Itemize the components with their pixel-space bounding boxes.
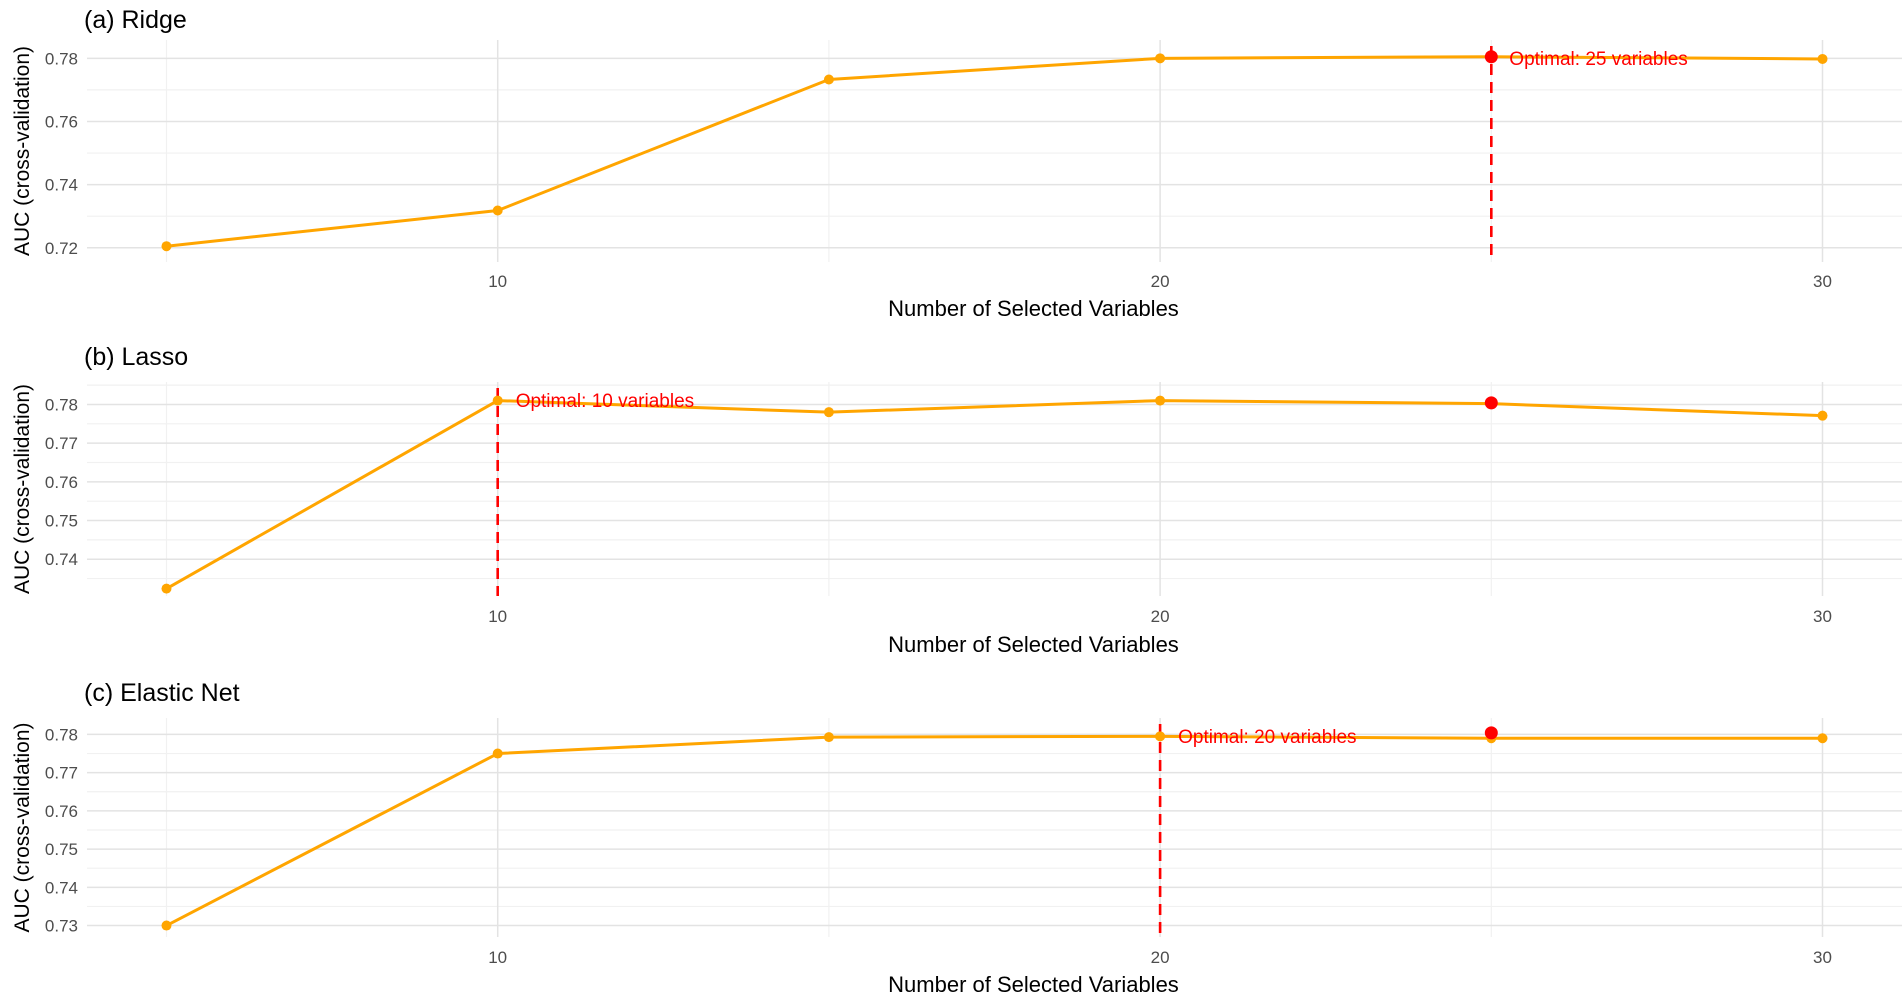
x-tick-label: 30 <box>1813 948 1832 967</box>
optimal-label: Optimal: 20 variables <box>1178 727 1356 748</box>
y-tick-labels: 0.73 0.74 0.75 0.76 0.77 0.78 <box>45 725 78 935</box>
highlight-point <box>1484 726 1498 740</box>
y-tick-label: 0.75 <box>45 512 78 531</box>
panel-title: (c) Elastic Net <box>84 679 240 707</box>
data-point <box>161 920 172 931</box>
x-tick-label: 30 <box>1813 272 1832 291</box>
y-tick-label: 0.78 <box>45 725 78 744</box>
optimal-label: Optimal: 10 variables <box>516 391 694 412</box>
x-tick-label: 30 <box>1813 607 1832 626</box>
highlight-point <box>1484 396 1498 410</box>
data-point <box>492 748 503 759</box>
x-axis-label: Number of Selected Variables <box>888 632 1179 657</box>
data-point <box>1817 733 1828 744</box>
data-points <box>161 726 1828 931</box>
x-tick-label: 20 <box>1151 272 1170 291</box>
highlight-point <box>1484 50 1498 64</box>
data-point <box>492 205 503 216</box>
y-tick-label: 0.77 <box>45 764 78 783</box>
data-point <box>823 732 834 743</box>
y-tick-label: 0.74 <box>45 878 78 897</box>
x-tick-labels: 10 20 30 <box>488 607 1832 626</box>
panel-lasso: 0.74 0.75 0.76 0.77 0.78 10 20 30 Optimal: 10 … <box>11 343 1902 657</box>
data-point <box>1155 53 1166 64</box>
auc-line <box>166 55 1823 248</box>
y-tick-label: 0.72 <box>45 239 78 258</box>
x-tick-labels: 10 20 30 <box>488 948 1832 967</box>
panel-title: (b) Lasso <box>84 343 188 371</box>
data-point <box>492 395 503 406</box>
y-tick-label: 0.77 <box>45 434 78 453</box>
y-tick-label: 0.76 <box>45 802 78 821</box>
panel-elastic-net: 0.73 0.74 0.75 0.76 0.77 0.78 10 20 30 Optimal:… <box>11 679 1902 997</box>
grid <box>87 382 1902 596</box>
y-tick-label: 0.74 <box>45 176 78 195</box>
y-axis-label: AUC (cross-validation) <box>11 46 34 256</box>
auc-line <box>165 399 1823 590</box>
y-tick-label: 0.76 <box>45 112 78 131</box>
data-point <box>1155 731 1166 742</box>
x-axis-label: Number of Selected Variables <box>888 972 1179 997</box>
x-tick-labels: 10 20 30 <box>488 272 1832 291</box>
y-tick-labels: 0.74 0.75 0.76 0.77 0.78 <box>45 395 78 569</box>
panel-ridge: 0.72 0.74 0.76 0.78 10 20 30 Optimal: 25 vari… <box>11 6 1902 321</box>
series-line <box>166 55 1823 248</box>
optimal-label: Optimal: 25 variables <box>1509 49 1687 70</box>
y-tick-label: 0.73 <box>45 917 78 936</box>
y-tick-label: 0.74 <box>45 550 78 569</box>
y-tick-label: 0.76 <box>45 473 78 492</box>
data-point <box>1817 410 1828 421</box>
data-point <box>1155 395 1166 406</box>
y-axis-label: AUC (cross-validation) <box>11 384 34 594</box>
y-axis-label: AUC (cross-validation) <box>11 722 34 932</box>
y-tick-label: 0.75 <box>45 840 78 859</box>
data-point <box>1817 53 1828 64</box>
data-points <box>161 50 1828 252</box>
data-point <box>161 241 172 252</box>
y-tick-labels: 0.72 0.74 0.76 0.78 <box>45 49 78 257</box>
x-tick-label: 20 <box>1151 607 1170 626</box>
x-tick-label: 10 <box>488 272 507 291</box>
x-tick-label: 10 <box>488 948 507 967</box>
data-point <box>161 583 172 594</box>
x-tick-label: 10 <box>488 607 507 626</box>
grid <box>87 718 1902 937</box>
data-point <box>823 407 834 418</box>
series-line <box>165 399 1823 590</box>
y-tick-label: 0.78 <box>45 49 78 68</box>
auc-line <box>165 734 1823 927</box>
x-tick-label: 20 <box>1151 948 1170 967</box>
panel-title: (a) Ridge <box>84 6 187 34</box>
y-tick-label: 0.78 <box>45 395 78 414</box>
x-axis-label: Number of Selected Variables <box>888 296 1179 321</box>
data-points <box>161 395 1828 594</box>
series-line <box>165 734 1823 927</box>
data-point <box>823 74 834 85</box>
